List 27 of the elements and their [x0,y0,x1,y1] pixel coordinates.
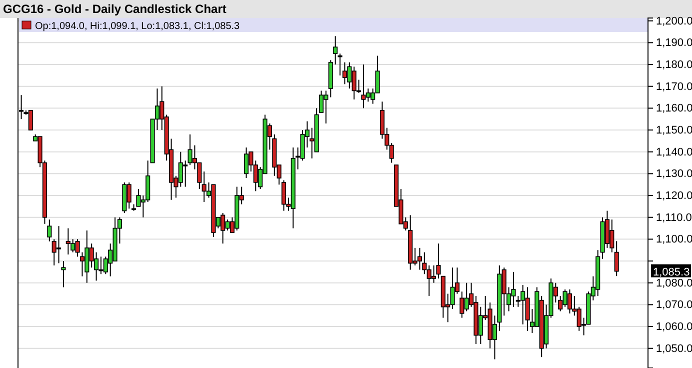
candlestick [436,243,441,279]
y-tick-label: 1,200.0 [656,15,692,28]
y-tick-label: 1,170.0 [656,80,692,93]
candlestick [333,36,338,66]
candlestick [282,180,286,212]
candlestick [614,240,619,277]
y-tick-label: 1,060.0 [656,321,692,334]
y-tick-label: 1,050.0 [656,342,692,355]
y-tick-label: 1,140.0 [656,146,692,158]
y-tick-label: 1,130.0 [656,168,692,180]
y-tick-label: 1,120.0 [656,190,692,202]
y-tick-label: 1,080.0 [656,277,692,290]
y-tick-label: 1,160.0 [656,102,692,115]
y-tick-label: 1,070.0 [656,299,692,312]
candlestick [61,260,66,288]
y-tick-label: 1,110.0 [656,212,692,224]
candlestick [244,146,249,179]
candlestick [47,219,52,242]
annotation: Op:1,094.0, Hi:1,099.1, Lo:1,083.1, Cl:1,085.3 [35,21,240,32]
candlestick [319,90,324,114]
chart-title: GCG16 - Gold - Daily Candlestick Chart [3,2,226,16]
y-tick-label: 1,190.0 [656,37,692,50]
y-tick-label: 1,180.0 [656,59,692,72]
y-tick-label: 1,100.0 [656,234,692,246]
y-tick-label: 1,150.0 [656,124,692,137]
candlestick [338,53,342,76]
candlestick [417,247,422,270]
